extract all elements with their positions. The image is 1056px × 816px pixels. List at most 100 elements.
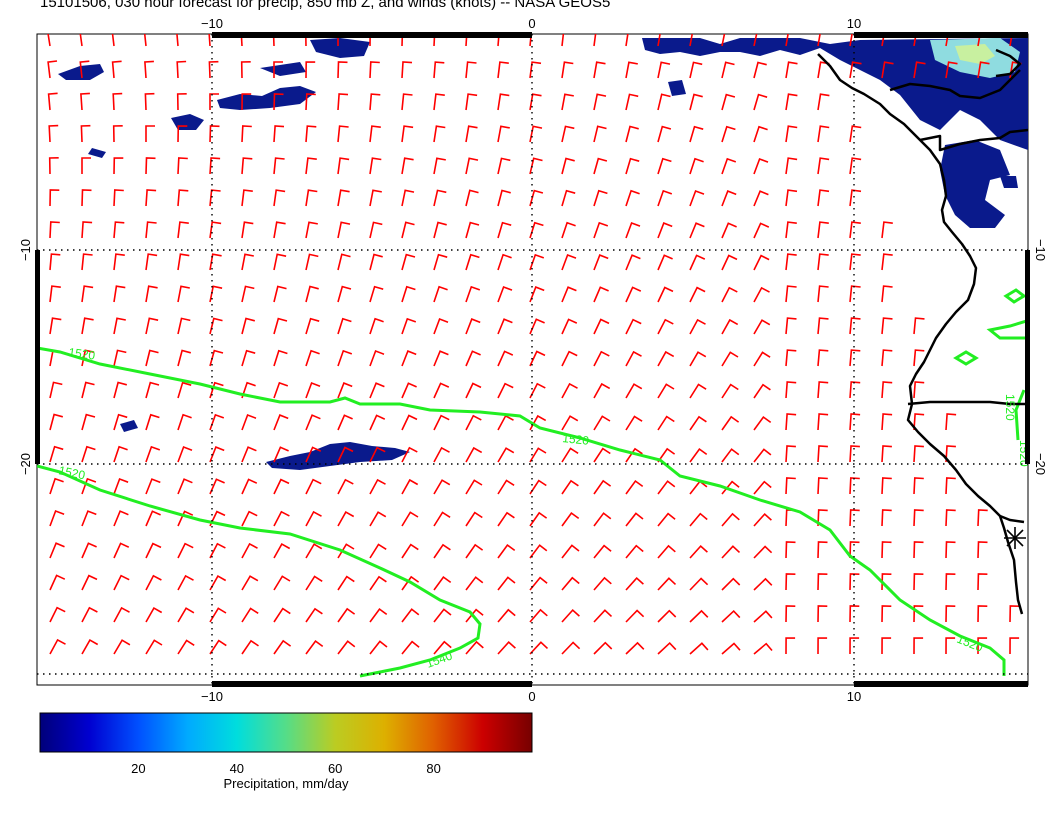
wind-barb (241, 413, 257, 431)
wind-barb (337, 575, 355, 591)
wind-barb (273, 125, 285, 143)
wind-barb (913, 413, 925, 431)
wind-barb (369, 221, 383, 239)
wind-barb (113, 285, 126, 303)
wind-barb (465, 414, 482, 431)
wind-barb (369, 317, 384, 335)
colorbar-tick-label: 60 (328, 761, 342, 776)
wind-barb (401, 93, 413, 111)
wind-barb (113, 574, 130, 591)
wind-barb (785, 381, 797, 399)
wind-barb (657, 512, 676, 527)
wind-barb (144, 92, 155, 111)
wind-barb (1009, 637, 1020, 655)
wind-barb (881, 349, 893, 367)
wind-barb (689, 609, 709, 623)
wind-barb (881, 477, 892, 495)
wind-barb (273, 93, 284, 111)
wind-barb (209, 639, 227, 655)
wind-barb (81, 510, 97, 527)
wind-barb (881, 381, 893, 399)
wind-barb (145, 542, 162, 559)
wind-barb (369, 575, 387, 591)
wind-barb (529, 447, 547, 463)
wind-barb (113, 413, 128, 431)
wind-barb (881, 34, 885, 47)
wind-barb (721, 545, 741, 559)
wind-barb (721, 415, 740, 431)
wind-barb (657, 254, 673, 271)
wind-barb (241, 93, 252, 111)
wind-barb (785, 317, 797, 335)
wind-barb (561, 382, 578, 399)
wind-barb (881, 637, 892, 655)
wind-barb (177, 285, 190, 303)
contour-ring-east2 (953, 350, 979, 366)
wind-barb (881, 221, 893, 239)
wind-barb (337, 349, 353, 367)
wind-barb (785, 253, 797, 271)
contour-ring-east1 (1003, 288, 1027, 304)
wind-barb (593, 34, 597, 47)
wind-barb (305, 543, 323, 559)
wind-barb (497, 157, 511, 175)
colorbar: 20 40 60 80 (39, 712, 533, 776)
wind-barb (47, 60, 58, 79)
wind-barb (337, 34, 339, 46)
wind-barb (689, 222, 705, 239)
precip-area-coast (940, 140, 1010, 228)
wind-barb (817, 541, 828, 559)
wind-barb (529, 608, 548, 623)
wind-barb (625, 61, 638, 79)
wind-barb (561, 61, 574, 79)
wind-barb (337, 317, 352, 335)
wind-barb (529, 286, 545, 303)
wind-barb (81, 381, 95, 399)
top-tick-label: −10 (201, 16, 223, 31)
wind-barb (785, 34, 789, 47)
wind-barb (337, 446, 354, 463)
wind-barb (49, 509, 65, 527)
wind-barb (945, 573, 956, 591)
wind-barb (369, 125, 381, 143)
wind-barb (721, 61, 735, 79)
wind-barb (369, 640, 388, 655)
wind-barb (369, 349, 385, 367)
wind-barb (49, 189, 60, 207)
wind-barb (208, 34, 211, 47)
wind-barb (849, 541, 860, 559)
wind-barb (49, 221, 60, 239)
wind-barb (689, 61, 703, 79)
wind-barb (81, 285, 94, 303)
wind-barb (849, 573, 860, 591)
wind-barb (561, 641, 581, 655)
wind-barb (785, 349, 797, 367)
wind-barb (369, 93, 381, 111)
wind-barb (657, 609, 677, 623)
wind-barb (593, 447, 611, 463)
wind-barb (753, 351, 771, 367)
wind-barb (401, 61, 413, 79)
wind-barb (49, 413, 64, 431)
wind-barb (817, 605, 828, 623)
wind-barb (561, 511, 580, 527)
wind-barb (465, 446, 483, 463)
wind-barb (497, 61, 509, 79)
wind-barb (177, 189, 189, 207)
wind-barb (977, 34, 981, 47)
wind-barb (529, 157, 543, 175)
wind-barb (143, 34, 147, 47)
wind-barb (497, 253, 512, 271)
wind-barb (177, 381, 192, 399)
wind-barb (401, 350, 417, 367)
wind-barb (305, 639, 324, 655)
wind-barb (497, 479, 515, 495)
wind-barb (273, 317, 288, 335)
wind-barb (817, 637, 828, 655)
wind-barb (465, 34, 468, 47)
wind-barb (81, 542, 97, 559)
wind-barb (113, 542, 130, 559)
wind-barb (79, 60, 90, 79)
wind-barb (561, 576, 580, 591)
wind-barb (433, 350, 449, 367)
